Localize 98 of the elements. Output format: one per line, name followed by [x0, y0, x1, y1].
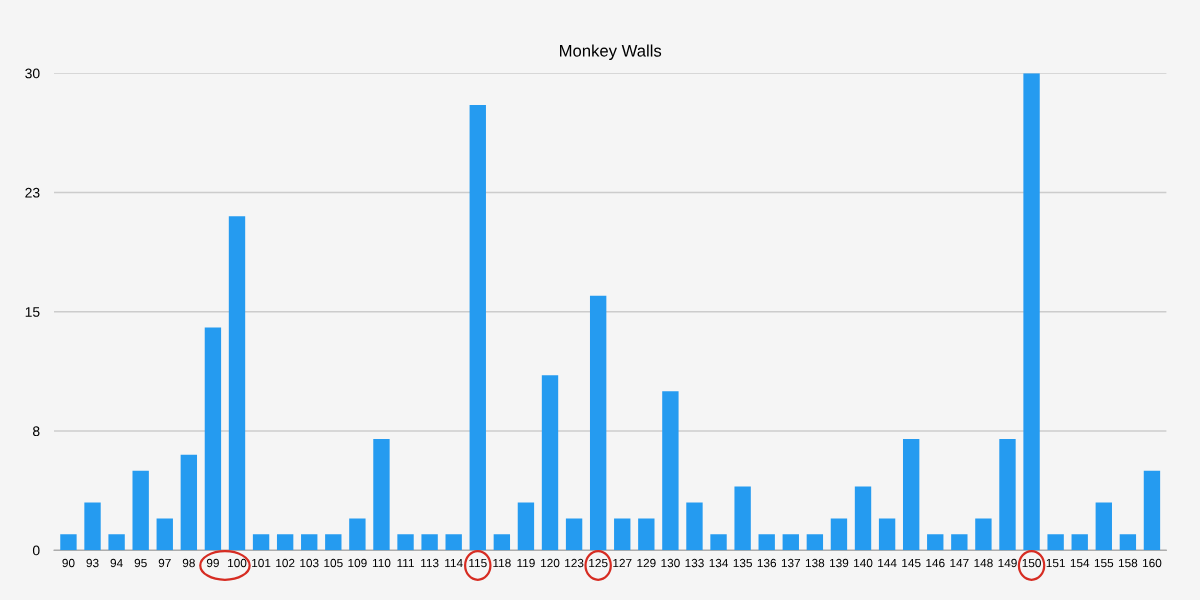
bar: [301, 534, 318, 551]
y-tick-label: 23: [25, 187, 40, 198]
x-tick-label: 100: [228, 558, 247, 568]
bar: [1023, 73, 1040, 551]
bar: [541, 375, 559, 551]
bar: [373, 438, 390, 551]
x-tick-label: 160: [1143, 558, 1162, 568]
x-tick-label: 130: [661, 558, 680, 568]
bar: [614, 518, 631, 551]
bar: [204, 327, 222, 551]
x-tick-label: 102: [276, 558, 295, 568]
x-tick-label: 105: [324, 558, 343, 568]
x-tick-label: 120: [541, 558, 560, 568]
bar: [782, 534, 799, 551]
y-tick-label: 15: [25, 307, 40, 317]
x-tick-label: 109: [348, 558, 367, 568]
x-tick-label: 119: [517, 558, 535, 568]
bar: [1095, 502, 1112, 551]
bar: [493, 534, 511, 551]
x-tick-label: 148: [974, 558, 993, 568]
x-tick-label: 151: [1046, 558, 1065, 568]
bar: [565, 518, 583, 551]
bar: [854, 486, 872, 551]
bar: [108, 534, 125, 551]
x-tick-label: 99: [206, 558, 219, 568]
x-tick-label: 150: [1022, 558, 1041, 568]
bar: [276, 534, 294, 551]
x-tick-label: 144: [878, 558, 897, 568]
x-tick-label: 134: [709, 558, 729, 568]
bar: [878, 518, 896, 551]
x-tick-label: 118: [493, 558, 511, 568]
bar: [228, 216, 246, 551]
x-tick-label: 123: [565, 558, 584, 568]
x-tick-label: 158: [1118, 558, 1138, 568]
x-tick-label: 127: [613, 558, 632, 568]
x-tick-label: 146: [926, 558, 945, 568]
x-tick-label: 110: [372, 558, 391, 568]
x-tick-label: 147: [950, 558, 969, 568]
bar: [902, 438, 920, 551]
bar: [325, 534, 342, 551]
x-tick-label: 103: [300, 558, 319, 568]
x-tick-label: 137: [781, 558, 801, 568]
bar: [60, 534, 77, 551]
x-tick-label: 111: [397, 558, 414, 568]
bar: [975, 518, 992, 551]
chart-title: Monkey Walls: [560, 44, 662, 60]
bar: [132, 470, 149, 551]
x-tick-label: 136: [757, 558, 777, 568]
x-tick-label: 154: [1070, 558, 1090, 568]
bar: [252, 534, 270, 551]
x-tick-label: 145: [902, 558, 921, 568]
x-tick-label: 115: [469, 558, 487, 568]
x-tick-label: 129: [637, 558, 656, 568]
bar: [1071, 534, 1088, 551]
x-tick-label: 95: [134, 558, 147, 568]
bar: [589, 295, 607, 551]
bar: [397, 534, 414, 551]
bar: [1143, 470, 1161, 551]
bar: [951, 534, 968, 551]
bar: [84, 502, 101, 551]
x-tick-label: 113: [421, 558, 439, 568]
bar: [1119, 534, 1137, 551]
x-tick-label: 125: [589, 558, 608, 568]
bar: [710, 534, 727, 551]
x-tick-label: 140: [854, 558, 873, 568]
bar: [999, 438, 1016, 551]
x-tick-label: 97: [158, 558, 171, 568]
x-tick-label: 98: [182, 558, 195, 568]
x-tick-label: 133: [685, 558, 704, 568]
x-tick-label: 149: [998, 558, 1017, 568]
x-tick-label: 155: [1094, 558, 1114, 568]
bar: [469, 105, 486, 551]
bar: [806, 534, 824, 551]
bar: [927, 534, 944, 551]
bar: [830, 518, 848, 551]
y-tick-label: 30: [25, 68, 40, 79]
y-tick-label: 0: [32, 545, 40, 556]
bar: [686, 502, 703, 551]
bar: [445, 534, 462, 551]
x-tick-label: 114: [445, 558, 463, 568]
bar: [662, 391, 679, 551]
bar: [758, 534, 775, 551]
bar: [349, 518, 366, 551]
bar: [638, 518, 655, 551]
bar: [180, 454, 198, 551]
bar: [421, 534, 438, 551]
x-tick-label: 94: [110, 558, 123, 568]
bar: [1047, 534, 1064, 551]
x-tick-label: 93: [86, 558, 99, 568]
x-tick-label: 135: [733, 558, 752, 568]
x-tick-label: 139: [829, 558, 849, 568]
x-tick-label: 138: [805, 558, 825, 568]
bar: [734, 486, 751, 551]
bar: [156, 518, 173, 551]
y-tick-label: 8: [32, 426, 40, 437]
x-tick-label: 101: [252, 558, 271, 568]
x-tick-label: 90: [62, 558, 75, 568]
bar: [517, 502, 535, 551]
